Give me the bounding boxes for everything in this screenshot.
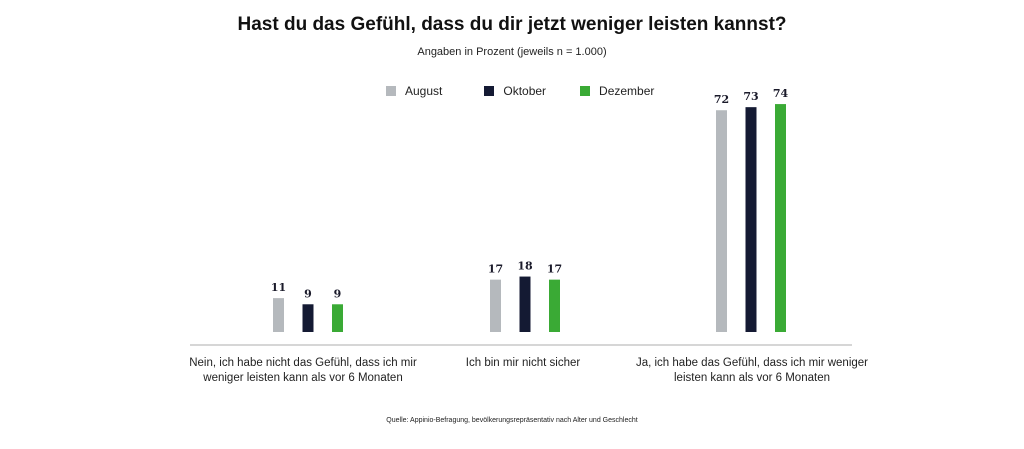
data-label: 74	[773, 87, 789, 100]
legend: August Oktober Dezember	[386, 84, 654, 98]
data-label: 18	[517, 260, 533, 273]
chart-title: Hast du das Gefühl, dass du dir jetzt we…	[237, 14, 787, 35]
data-label: 73	[743, 90, 758, 103]
bar-august-0	[273, 298, 284, 332]
legend-item-oktober: Oktober	[484, 84, 546, 98]
data-label: 72	[714, 93, 729, 106]
legend-label: Dezember	[599, 84, 655, 98]
legend-label: Oktober	[503, 84, 547, 98]
legend-swatch	[580, 86, 591, 96]
category-label-ja: Ja, ich habe das Gefühl, dass ich mir we…	[635, 357, 869, 384]
bar-oktober-1	[519, 276, 531, 332]
bar-oktober-0	[302, 304, 314, 332]
bar-dezember-2	[775, 104, 786, 332]
legend-item-dezember: Dezember	[580, 84, 654, 98]
bar-dezember-0	[332, 304, 343, 332]
category-label-nein: Nein, ich habe nicht das Gefühl, dass ic…	[189, 357, 417, 384]
bar-oktober-2	[745, 107, 757, 332]
data-label: 9	[304, 287, 312, 300]
legend-label: August	[405, 84, 443, 98]
legend-swatch	[386, 86, 396, 96]
data-label: 17	[547, 263, 562, 276]
chart-subtitle: Angaben in Prozent (jeweils n = 1.000)	[417, 46, 607, 58]
bar-august-1	[490, 279, 501, 332]
bar-dezember-1	[549, 279, 560, 332]
source-note: Quelle: Appinio-Befragung, bevölkerungsr…	[386, 417, 638, 424]
data-label: 11	[271, 281, 286, 294]
category-label-unsicher: Ich bin mir nicht sicher	[465, 357, 581, 369]
legend-item-august: August	[386, 84, 442, 98]
data-label: 17	[488, 263, 503, 276]
bar-august-2	[716, 110, 727, 333]
legend-swatch	[484, 86, 495, 96]
data-label: 9	[334, 287, 342, 300]
